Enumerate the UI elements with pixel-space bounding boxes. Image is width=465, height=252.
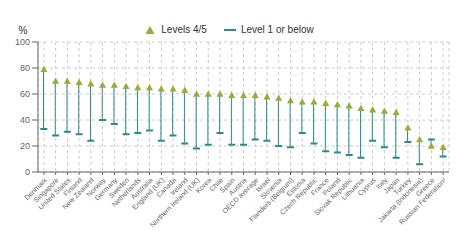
svg-text:20: 20 (20, 141, 30, 151)
svg-text:Italy: Italy (374, 176, 389, 191)
svg-text:Norway: Norway (85, 176, 107, 198)
svg-text:Korea: Korea (194, 176, 213, 195)
svg-text:%: % (19, 25, 28, 36)
svg-text:Cyprus: Cyprus (356, 176, 377, 197)
svg-text:Spain: Spain (218, 176, 236, 194)
svg-text:100: 100 (15, 37, 30, 47)
svg-text:Slovak Republic: Slovak Republic (313, 176, 354, 217)
svg-text:Singapore: Singapore (32, 176, 60, 204)
svg-text:Austria: Austria (227, 176, 248, 197)
html-text:Level 1 or below: Level 1 or below (240, 24, 314, 35)
svg-text:Japan: Japan (381, 176, 401, 195)
svg-text:Denmark: Denmark (23, 176, 49, 202)
svg-text:Jakarta (Indonesia): Jakarta (Indonesia) (376, 176, 424, 224)
svg-text:Sweden: Sweden (107, 176, 131, 200)
svg-text:Finland: Finland (62, 176, 84, 198)
svg-text:Israel: Israel (254, 176, 272, 194)
svg-text:Northern Ireland (UK): Northern Ireland (UK) (148, 176, 201, 229)
svg-text:Chile: Chile (208, 176, 225, 193)
html-text:Levels 4/5: Levels 4/5 (161, 24, 207, 35)
svg-text:Estonia: Estonia (285, 176, 307, 198)
svg-text:Netherlands: Netherlands (110, 176, 142, 208)
svg-text:0: 0 (25, 167, 30, 177)
svg-text:Slovenia: Slovenia (259, 176, 283, 201)
svg-text:Turkey: Turkey (392, 176, 413, 197)
svg-text:Greece: Greece (414, 176, 436, 198)
svg-text:United States: United States (36, 176, 72, 211)
svg-text:OECD average: OECD average (221, 176, 260, 215)
svg-text:Flanders (Belgium): Flanders (Belgium) (247, 176, 295, 223)
svg-text:Australia: Australia (129, 176, 154, 201)
svg-text:40: 40 (20, 115, 30, 125)
svg-text:Czech Republic: Czech Republic (278, 176, 319, 216)
svg-text:Poland: Poland (321, 176, 342, 197)
svg-text:60: 60 (20, 89, 30, 99)
svg-text:Canada: Canada (155, 176, 178, 199)
svg-text:Lithuania: Lithuania (340, 176, 366, 202)
svg-text:Germany: Germany (93, 176, 119, 202)
svg-text:England (UK): England (UK) (130, 176, 166, 211)
svg-text:Russian Federation²: Russian Federation² (398, 176, 448, 226)
svg-text:New Zealand: New Zealand (60, 176, 96, 211)
svg-text:France: France (309, 176, 330, 197)
svg-text:80: 80 (20, 63, 30, 73)
